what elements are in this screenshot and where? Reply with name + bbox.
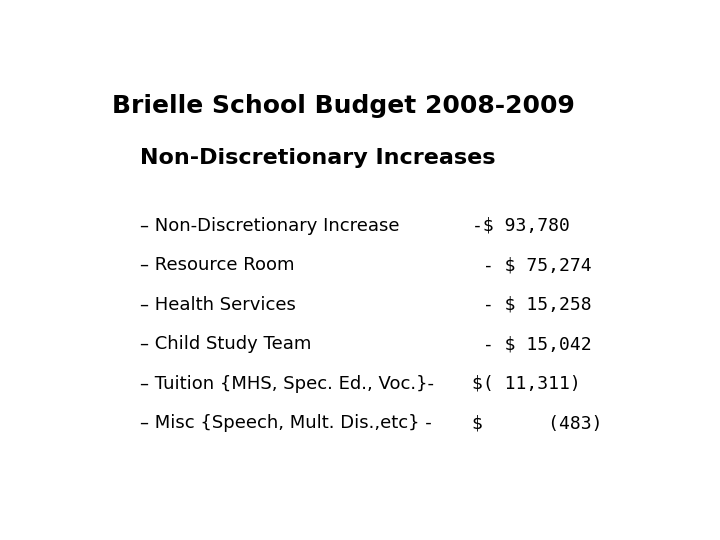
Text: - $ 75,274: - $ 75,274: [472, 256, 592, 274]
Text: - $ 15,258: - $ 15,258: [472, 295, 592, 314]
Text: - $ 15,042: - $ 15,042: [472, 335, 592, 353]
Text: $( 11,311): $( 11,311): [472, 375, 581, 393]
Text: – Child Study Team: – Child Study Team: [140, 335, 312, 353]
Text: – Misc {Speech, Mult. Dis.,etc} -: – Misc {Speech, Mult. Dis.,etc} -: [140, 414, 432, 432]
Text: -$ 93,780: -$ 93,780: [472, 217, 570, 234]
Text: – Resource Room: – Resource Room: [140, 256, 294, 274]
Text: $      (483): $ (483): [472, 414, 603, 432]
Text: – Non-Discretionary Increase: – Non-Discretionary Increase: [140, 217, 400, 234]
Text: – Health Services: – Health Services: [140, 295, 296, 314]
Text: Brielle School Budget 2008-2009: Brielle School Budget 2008-2009: [112, 94, 575, 118]
Text: Non-Discretionary Increases: Non-Discretionary Increases: [140, 148, 496, 168]
Text: – Tuition {MHS, Spec. Ed., Voc.}-: – Tuition {MHS, Spec. Ed., Voc.}-: [140, 375, 434, 393]
